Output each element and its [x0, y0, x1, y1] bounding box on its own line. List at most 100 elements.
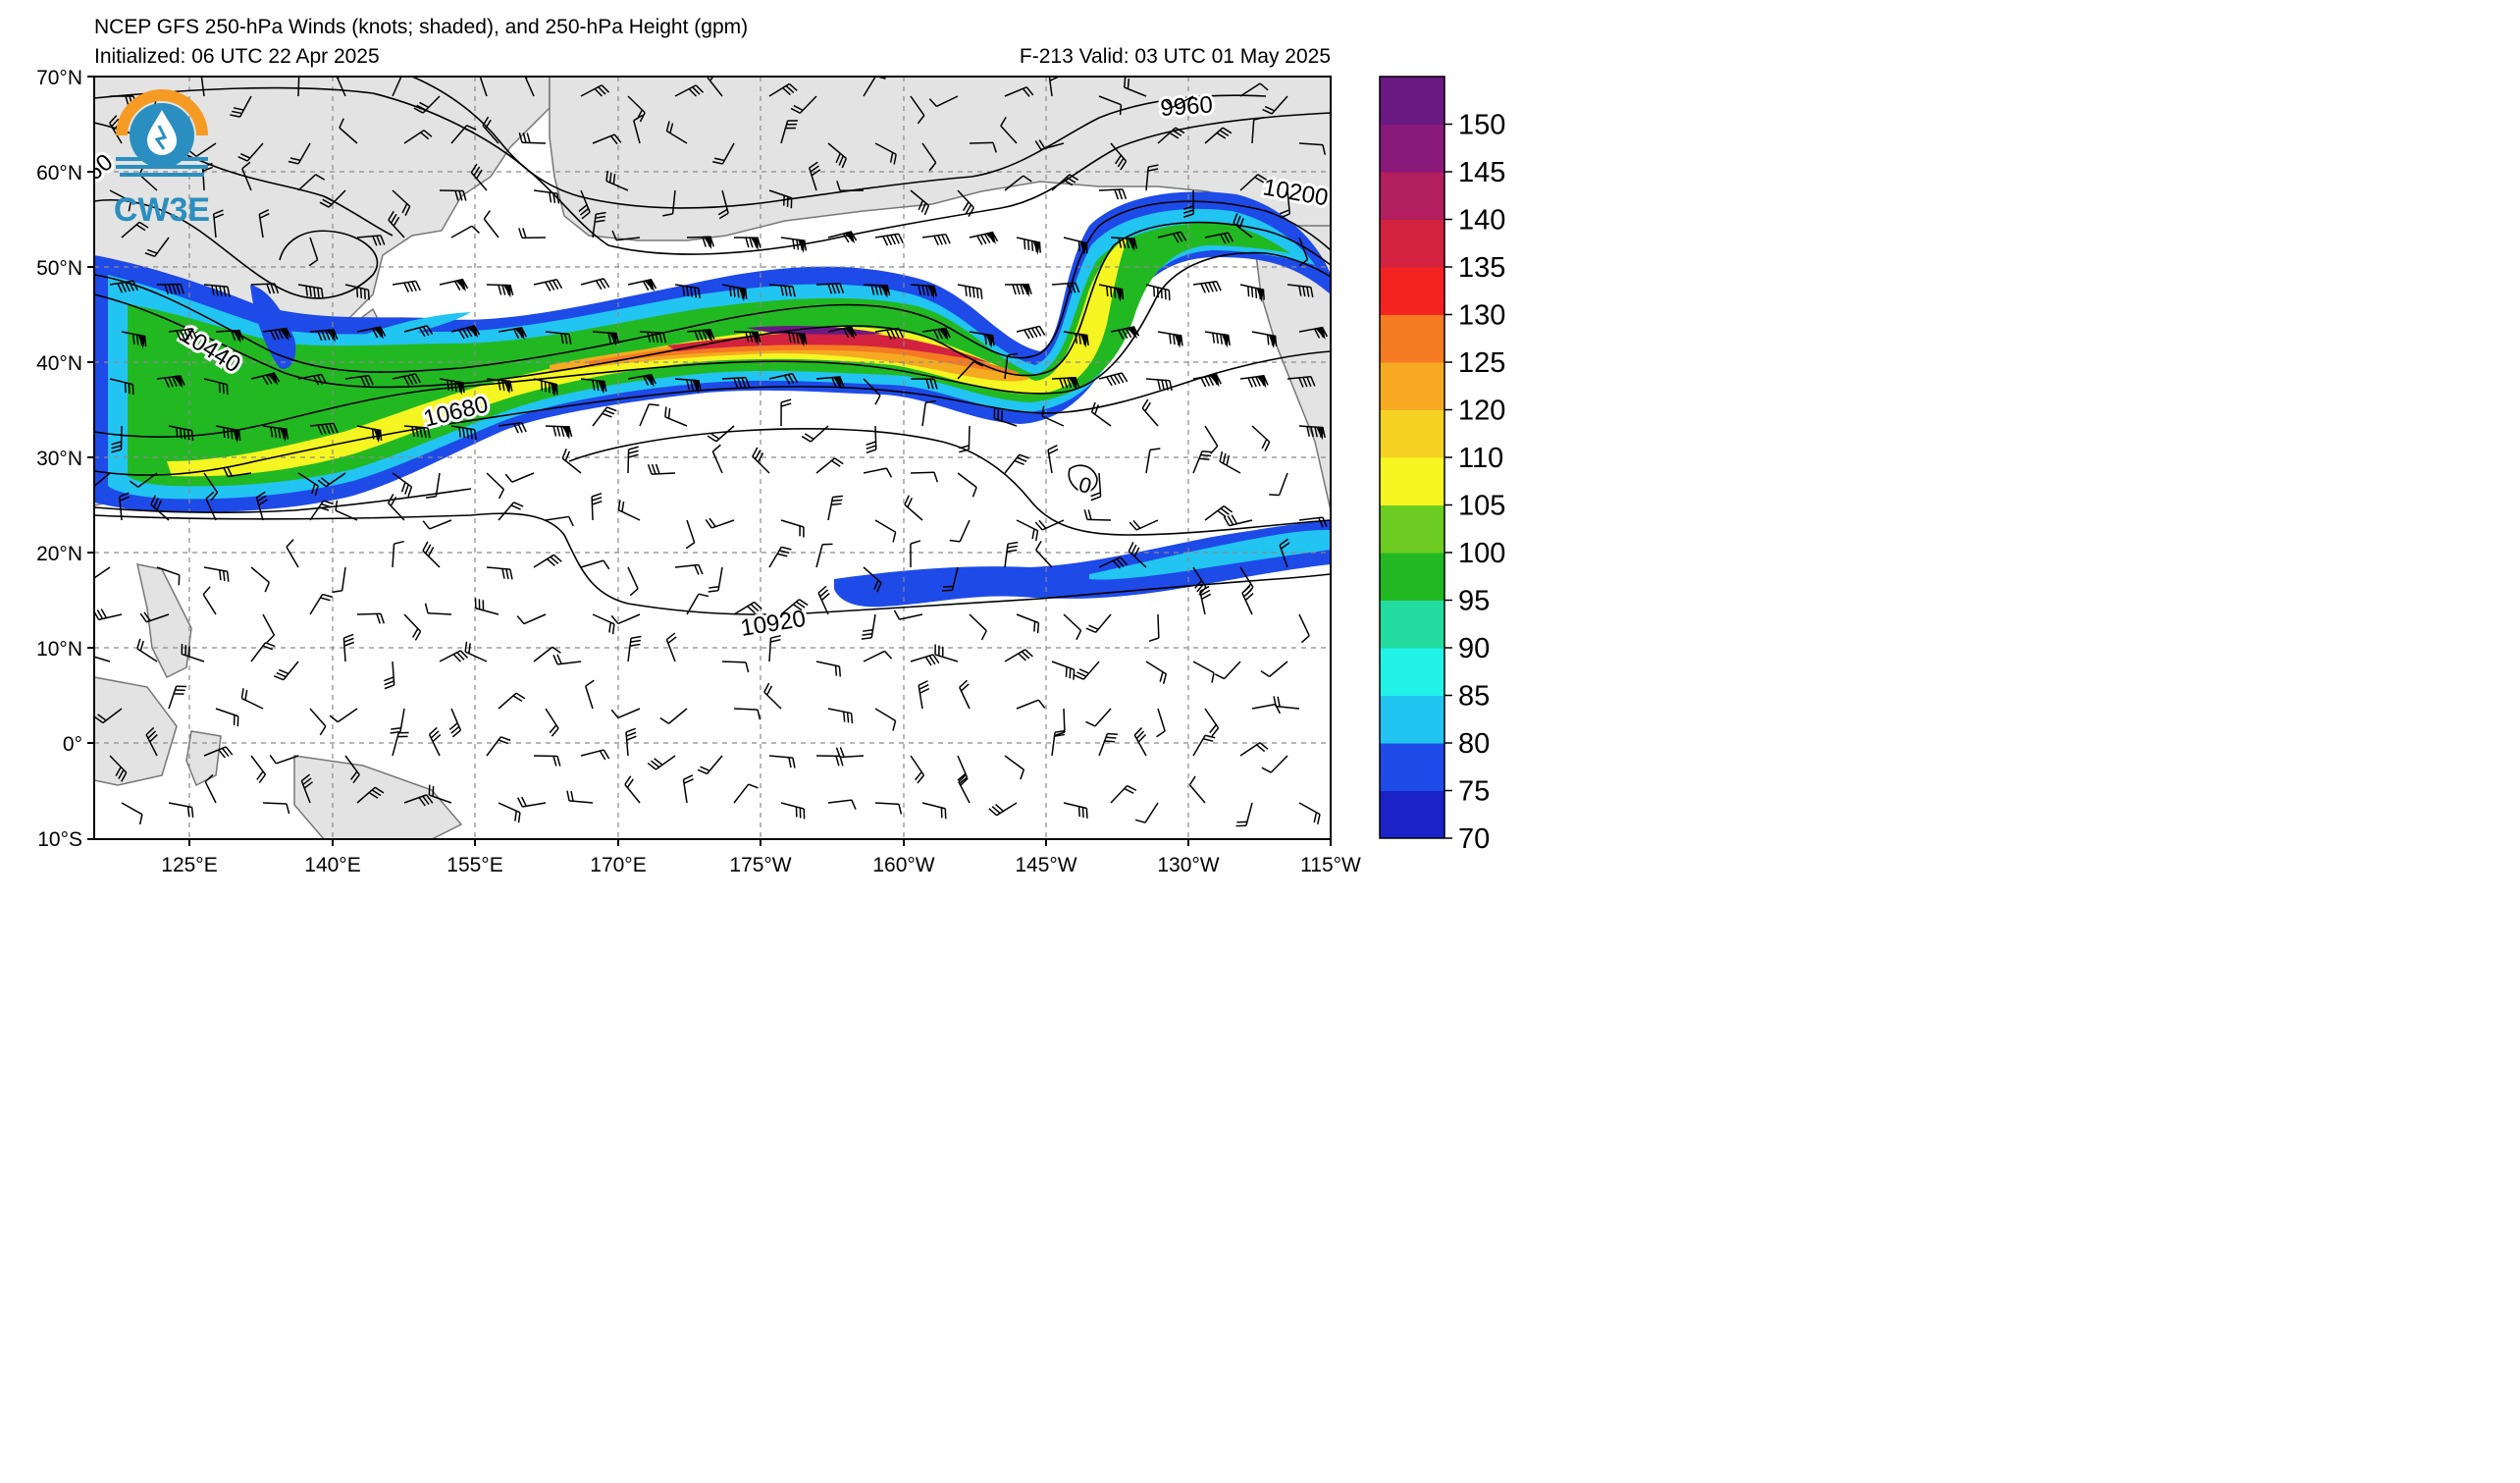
wind-barb [1157, 231, 1187, 243]
wind-barb [215, 708, 239, 727]
wind-barb [1004, 453, 1029, 474]
wind-barb [625, 727, 637, 757]
wind-barb [332, 566, 346, 594]
colorbar-label: 130 [1458, 300, 1505, 332]
wind-barb [674, 284, 702, 298]
wind-barb [533, 554, 562, 568]
wind-barb [752, 447, 770, 474]
wind-barb [1063, 613, 1082, 641]
wind-barb [711, 142, 735, 165]
wind-barb [592, 613, 615, 635]
initialized-time: Initialized: 06 UTC 22 Apr 2025 [94, 45, 380, 68]
wind-barb [1041, 405, 1065, 427]
wind-barb [639, 403, 659, 427]
wind-barb [958, 773, 971, 804]
wind-barb [801, 425, 829, 443]
wind-barb [1110, 237, 1138, 251]
wind-barb [1273, 696, 1300, 710]
wind-barb [674, 563, 704, 575]
wind-barb [1098, 284, 1125, 302]
wind-barb [1016, 519, 1039, 542]
wind-barb [297, 174, 326, 191]
wind-barb [498, 802, 521, 823]
wind-barb [424, 603, 452, 615]
wind-barb [733, 601, 762, 615]
wind-barb [815, 283, 845, 294]
wind-barb [339, 118, 358, 144]
wind-barb [403, 794, 434, 807]
wind-barb [686, 236, 714, 250]
wind-barb [240, 688, 264, 710]
wind-barb [309, 593, 333, 615]
wind-barb [1241, 585, 1254, 615]
wind-barb [255, 491, 268, 521]
jet-korea-branch [250, 285, 296, 369]
colorbar-swatch [1380, 790, 1444, 839]
wind-barb [1034, 519, 1065, 531]
wind-barb [1098, 372, 1129, 387]
wind-barb [647, 463, 676, 475]
wind-barb [874, 233, 904, 246]
colorbar-swatch [1380, 648, 1444, 696]
wind-barb [969, 613, 987, 641]
wind-barb [874, 142, 897, 165]
axis-ticks [87, 76, 1332, 846]
contour-label-9960: 9960 [1160, 91, 1214, 122]
wind-barb [957, 360, 984, 380]
wind-barb [1192, 661, 1215, 683]
wind-barb [780, 599, 809, 615]
wind-barb [721, 376, 751, 389]
wind-barb [94, 656, 111, 662]
colorbar-label: 140 [1458, 205, 1505, 237]
lat-label-20n: 20°N [36, 543, 82, 565]
wind-barb [1034, 139, 1065, 151]
wind-barb [627, 635, 642, 662]
wind-barb [941, 566, 959, 592]
wind-barb [118, 492, 131, 521]
lon-label-160w: 160°W [872, 854, 934, 876]
wind-barb [768, 546, 792, 568]
wind-barb [721, 284, 748, 302]
wind-barb [1051, 282, 1080, 293]
wind-barb [1298, 613, 1310, 644]
lat-label-30n: 30°N [36, 448, 82, 470]
wind-barb [342, 633, 354, 662]
wind-barb [1004, 352, 1019, 380]
wind-barb [780, 237, 808, 253]
wind-barb [250, 283, 280, 294]
wind-barb [384, 661, 395, 690]
wind-barb [904, 495, 923, 521]
wind-barb [1235, 802, 1253, 827]
wind-barb [203, 284, 231, 297]
colorbar-swatch [1380, 457, 1444, 505]
wind-barb [1164, 95, 1194, 109]
wind-barb [1239, 742, 1269, 757]
wind-barb [273, 661, 299, 681]
wind-barb [297, 373, 328, 386]
wind-barb [580, 749, 610, 761]
jet-lower-tropical [834, 520, 1331, 608]
colorbar-label: 125 [1458, 347, 1505, 379]
graticule [94, 77, 1331, 839]
wind-barb [591, 492, 603, 521]
wind-barbs [94, 77, 1329, 827]
wind-barb [319, 189, 346, 208]
wind-barb [874, 519, 897, 543]
wind-barb [1156, 708, 1166, 738]
wind-barb [874, 708, 897, 731]
wind-barb [518, 132, 547, 144]
wind-barb [474, 598, 499, 615]
wind-barb [957, 755, 969, 785]
wind-barb [815, 543, 833, 568]
wind-barb [1051, 174, 1079, 191]
wind-barb [1214, 661, 1241, 680]
wind-barb [1133, 727, 1147, 757]
wind-barb [1199, 585, 1212, 615]
wind-barb [815, 457, 844, 474]
wind-barb [1157, 331, 1183, 348]
wind-barb [993, 407, 1018, 427]
wind-barb [403, 325, 434, 338]
wind-barb [1251, 331, 1278, 349]
wind-barb [203, 566, 230, 582]
wind-barb [1129, 519, 1159, 531]
